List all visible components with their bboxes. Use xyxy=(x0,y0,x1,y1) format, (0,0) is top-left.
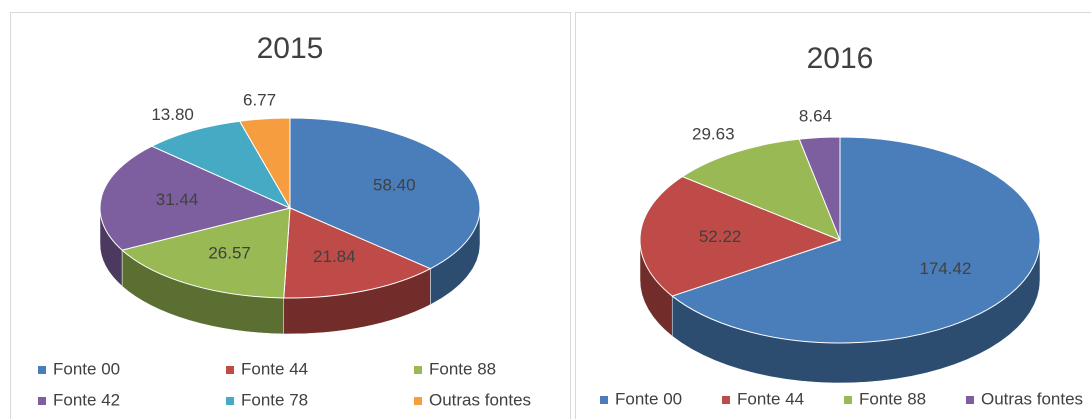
slice xyxy=(238,117,291,210)
data-label: 13.80 xyxy=(151,105,194,124)
legend-swatch xyxy=(38,397,46,405)
legend-label: Fonte 88 xyxy=(429,359,496,378)
slice xyxy=(121,207,291,299)
legend-label: Fonte 88 xyxy=(859,389,926,408)
data-label: 26.57 xyxy=(208,243,251,262)
legend-label: Fonte 78 xyxy=(241,390,308,409)
legend-swatch xyxy=(414,366,422,374)
legend-swatch xyxy=(966,396,974,404)
legend-label: Fonte 44 xyxy=(737,389,804,408)
legend-swatch xyxy=(722,396,730,404)
chart-title: 2015 xyxy=(257,32,324,65)
chart-frame xyxy=(575,12,1091,419)
data-label: 52.22 xyxy=(699,227,742,246)
legend-swatch xyxy=(844,396,852,404)
legend-label: Outras fontes xyxy=(429,390,531,409)
slice xyxy=(639,176,842,297)
legend-label: Fonte 42 xyxy=(53,390,120,409)
legend-label: Fonte 00 xyxy=(53,359,120,378)
legend-swatch xyxy=(226,397,234,405)
legend-swatch xyxy=(414,397,422,405)
data-label: 174.42 xyxy=(919,259,971,278)
slice xyxy=(289,117,481,270)
legend-label: Outras fontes xyxy=(981,389,1083,408)
chart-title: 2016 xyxy=(807,42,874,75)
slice xyxy=(671,136,1041,344)
data-label: 21.84 xyxy=(313,247,356,266)
data-label: 58.40 xyxy=(373,176,416,195)
slice xyxy=(798,136,841,241)
data-label: 8.64 xyxy=(799,107,832,126)
legend-label: Fonte 00 xyxy=(615,389,682,408)
data-label: 31.44 xyxy=(156,190,199,209)
slice xyxy=(283,207,432,299)
legend-swatch xyxy=(600,396,608,404)
chart-frame xyxy=(10,12,571,419)
legend-swatch xyxy=(226,366,234,374)
slice xyxy=(99,145,292,251)
data-label: 6.77 xyxy=(243,90,276,109)
slice xyxy=(150,120,292,210)
data-label: 29.63 xyxy=(692,125,735,144)
legend-swatch xyxy=(38,366,46,374)
legend-label: Fonte 44 xyxy=(241,359,308,378)
slice xyxy=(681,138,841,241)
